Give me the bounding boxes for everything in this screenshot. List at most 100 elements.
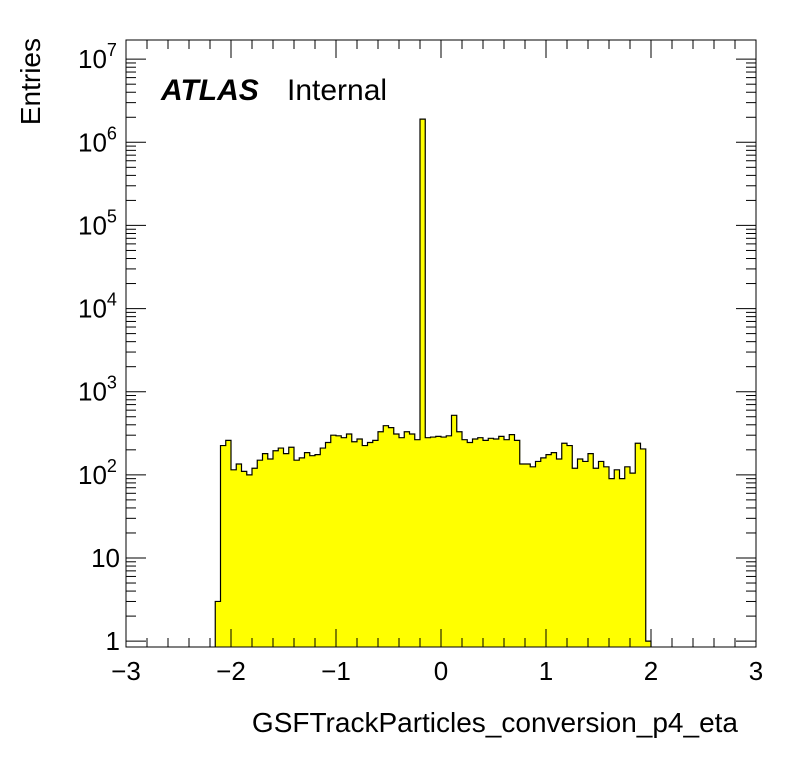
histogram-bin	[393, 434, 400, 647]
histogram-bin	[603, 466, 610, 647]
histogram-bin	[246, 474, 253, 647]
histogram-bin	[504, 439, 510, 647]
histogram-bin	[540, 457, 547, 647]
atlas-label: ATLAS	[160, 74, 259, 107]
histogram-bin	[441, 437, 447, 647]
histogram-bin	[551, 452, 557, 647]
histogram-bin	[320, 448, 326, 647]
histogram-bin	[493, 438, 500, 647]
x-axis-title: GSFTrackParticles_conversion_p4_eta	[252, 707, 739, 738]
histogram-bin	[262, 453, 269, 647]
histogram-bin	[435, 436, 442, 647]
histogram-bin	[267, 459, 274, 647]
histogram-bin	[561, 443, 568, 647]
histogram-bin	[488, 438, 494, 647]
histogram-bin	[556, 459, 563, 647]
y-tick-label: 105	[78, 206, 117, 240]
histogram-bin	[388, 427, 395, 647]
histogram-bin	[588, 453, 594, 647]
axis-ticks	[125, 40, 757, 647]
histogram-bin	[220, 445, 227, 647]
histogram-bin	[630, 473, 636, 647]
histogram-bin	[430, 437, 437, 647]
histogram-bin	[498, 436, 505, 647]
histogram-bin	[414, 439, 421, 647]
plot-frame	[125, 39, 757, 648]
histogram-bin	[273, 450, 279, 647]
histogram-bin	[325, 442, 332, 647]
x-tick-label: 3	[749, 656, 763, 686]
histogram-bin	[624, 466, 631, 647]
histogram-bin	[341, 437, 347, 647]
histogram-bin	[236, 464, 242, 647]
histogram-bin	[514, 440, 521, 647]
x-tick-label: −1	[321, 656, 351, 686]
histogram-bin	[399, 437, 405, 647]
histogram-bin	[572, 468, 578, 647]
histogram-bin	[346, 434, 353, 647]
histogram-bin	[477, 437, 484, 647]
histogram-bin	[462, 439, 468, 647]
x-tick-label: 2	[644, 656, 658, 686]
histogram-bin	[288, 447, 295, 647]
y-tick-labels: 1 10 102 103 104 105 106 107	[78, 40, 120, 656]
histogram-outline	[214, 118, 652, 647]
histogram-bin	[304, 452, 311, 647]
histogram-bin	[519, 464, 526, 647]
internal-label: Internal	[287, 74, 387, 107]
histogram-bin	[383, 425, 389, 647]
histogram-bin	[577, 459, 584, 647]
histogram-bin	[640, 448, 647, 647]
histogram-bin	[309, 455, 316, 647]
histogram-bin	[252, 468, 258, 647]
x-tick-labels: −3 −2 −1 0 1 2 3	[111, 656, 763, 686]
histogram-bin	[546, 454, 552, 647]
histogram-bin	[336, 435, 342, 647]
histogram-bin	[530, 466, 536, 647]
x-tick-label: −3	[111, 656, 141, 686]
histogram-bin	[357, 438, 363, 647]
histogram-bin	[509, 434, 515, 647]
histogram-bin	[225, 440, 232, 647]
histogram-bin	[294, 460, 300, 647]
histogram-bin	[472, 438, 479, 647]
histogram-bin	[367, 442, 374, 647]
histogram-bin	[404, 431, 410, 647]
histogram-bin	[451, 415, 458, 647]
histogram-bin	[456, 431, 463, 647]
histogram-bin	[467, 442, 473, 647]
histogram-bin	[299, 457, 305, 647]
histogram-bin	[362, 445, 368, 647]
y-tick-label: 106	[78, 123, 117, 157]
histogram-bin	[598, 461, 605, 647]
histogram-bin	[582, 461, 589, 647]
histogram-bin	[567, 445, 573, 647]
y-tick-label: 103	[78, 373, 117, 407]
x-tick-label: 1	[539, 656, 553, 686]
histogram-bin	[635, 443, 641, 647]
y-tick-label: 107	[78, 40, 117, 74]
histogram-bin	[372, 440, 379, 647]
y-tick-label: 102	[78, 456, 117, 490]
histogram-bin	[378, 431, 384, 647]
histogram-bin	[241, 471, 248, 647]
x-tick-label: −2	[216, 656, 246, 686]
y-tick-label: 10	[91, 543, 120, 573]
histogram-bin	[425, 437, 431, 647]
histogram-bin	[525, 464, 531, 647]
histogram-bin	[231, 469, 237, 647]
histogram-bin	[330, 435, 337, 647]
histogram-bars	[215, 119, 652, 648]
x-tick-label: 0	[434, 656, 448, 686]
y-tick-label: 104	[78, 290, 117, 324]
histogram-bin	[609, 478, 615, 647]
histogram-bin	[483, 440, 489, 647]
histogram-bin	[315, 454, 321, 647]
histogram-bin	[593, 468, 599, 647]
histogram-bin	[257, 460, 263, 647]
histogram-bin	[278, 448, 284, 647]
histogram-bin	[215, 601, 221, 647]
y-axis-title: Entries	[15, 38, 46, 125]
histogram-bin	[409, 434, 416, 647]
